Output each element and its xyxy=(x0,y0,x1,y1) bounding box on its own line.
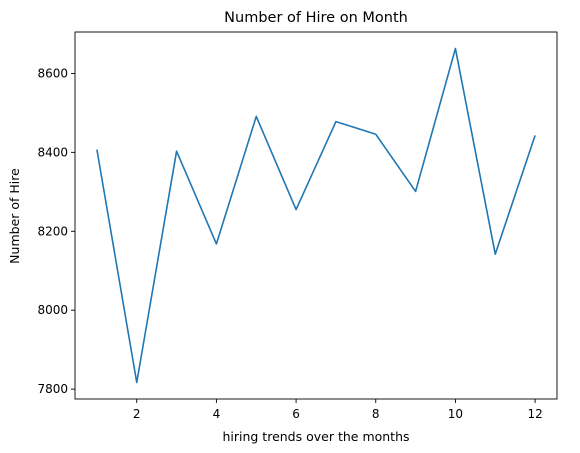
y-tick-label-7800: 7800 xyxy=(37,382,68,396)
axes-frame xyxy=(74,31,558,400)
chart-title: Number of Hire on Month xyxy=(224,10,408,26)
x-tick-label-10: 10 xyxy=(448,407,463,421)
plot-area: 2 4 6 8 10 12 7800 8000 8200 8400 8600 xyxy=(37,31,558,421)
x-tick-label-4: 4 xyxy=(213,407,221,421)
y-tick-label-8600: 8600 xyxy=(37,66,68,80)
x-axis-label: hiring trends over the months xyxy=(222,429,409,444)
y-tick-label-8400: 8400 xyxy=(37,145,68,159)
x-tick-label-12: 12 xyxy=(527,407,542,421)
y-tick-label-8200: 8200 xyxy=(37,224,68,238)
series-line-0 xyxy=(96,47,536,384)
y-axis-label: Number of Hire xyxy=(7,168,22,264)
x-tick-label-2: 2 xyxy=(133,407,141,421)
y-tick-label-8000: 8000 xyxy=(37,303,68,317)
x-tick-label-8: 8 xyxy=(372,407,380,421)
x-tick-label-6: 6 xyxy=(292,407,300,421)
